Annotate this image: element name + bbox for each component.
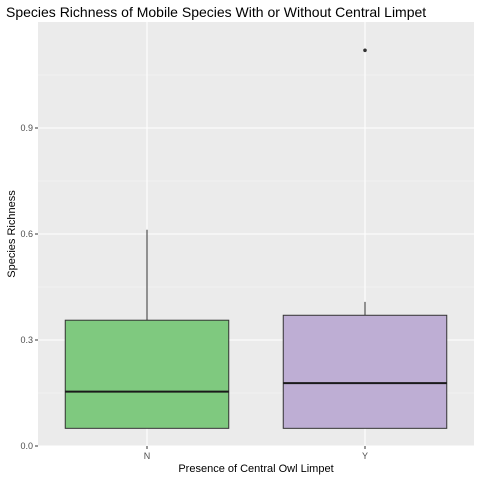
y-tick-label: 0.3 — [20, 335, 33, 345]
boxplot-Y — [282, 48, 448, 429]
y-tick-label: 0.9 — [20, 123, 33, 133]
x-axis-title: Presence of Central Owl Limpet — [178, 463, 333, 475]
box-iqr — [282, 314, 448, 429]
boxplots — [64, 48, 448, 429]
outlier-point — [363, 48, 367, 53]
boxplot-N — [64, 229, 230, 429]
x-tick-label: N — [144, 451, 151, 461]
y-tick-label: 0.0 — [20, 441, 33, 451]
y-axis-title: Species Richness — [6, 190, 18, 278]
y-axis-ticks: 0.0 0.3 0.6 0.9 — [20, 123, 38, 451]
chart-title: Species Richness of Mobile Species With … — [6, 4, 426, 20]
y-tick-label: 0.6 — [20, 229, 33, 239]
x-tick-label: Y — [362, 451, 368, 461]
box-iqr — [64, 319, 230, 429]
